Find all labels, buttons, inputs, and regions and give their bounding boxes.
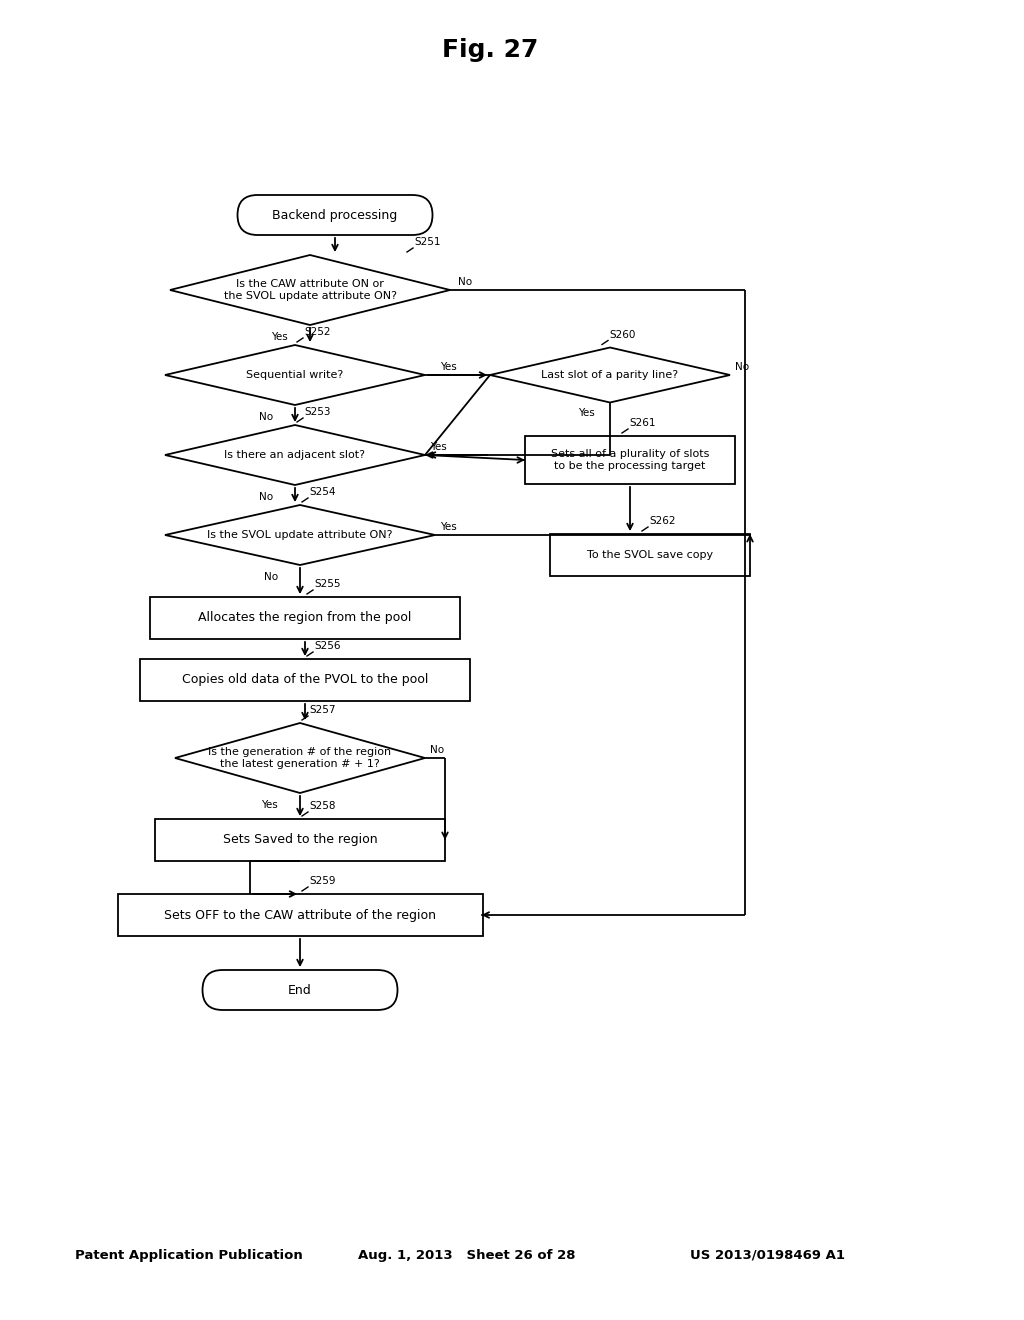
Text: No: No (259, 492, 273, 502)
Text: Last slot of a parity line?: Last slot of a parity line? (542, 370, 679, 380)
Text: Patent Application Publication: Patent Application Publication (75, 1249, 303, 1262)
Text: S256: S256 (314, 642, 341, 651)
Text: Is the SVOL update attribute ON?: Is the SVOL update attribute ON? (207, 531, 393, 540)
Text: Is the generation # of the region
the latest generation # + 1?: Is the generation # of the region the la… (209, 747, 391, 770)
Text: Is there an adjacent slot?: Is there an adjacent slot? (224, 450, 366, 459)
Text: To the SVOL save copy: To the SVOL save copy (587, 550, 713, 560)
Text: Copies old data of the PVOL to the pool: Copies old data of the PVOL to the pool (182, 673, 428, 686)
Text: Aug. 1, 2013   Sheet 26 of 28: Aug. 1, 2013 Sheet 26 of 28 (358, 1249, 575, 1262)
Text: Fig. 27: Fig. 27 (441, 38, 539, 62)
Text: Allocates the region from the pool: Allocates the region from the pool (199, 611, 412, 624)
Text: Yes: Yes (579, 408, 595, 417)
Text: Is the CAW attribute ON or
the SVOL update attribute ON?: Is the CAW attribute ON or the SVOL upda… (223, 279, 396, 301)
Polygon shape (165, 506, 435, 565)
Text: S254: S254 (309, 487, 336, 498)
Polygon shape (175, 723, 425, 793)
Text: S257: S257 (309, 705, 336, 715)
Bar (140, 659, 470, 701)
Text: S258: S258 (309, 801, 336, 810)
Text: S262: S262 (649, 516, 676, 525)
Text: S260: S260 (609, 330, 635, 339)
Bar (118, 894, 482, 936)
Text: Sets OFF to the CAW attribute of the region: Sets OFF to the CAW attribute of the reg… (164, 908, 436, 921)
Text: Yes: Yes (430, 442, 446, 451)
Text: Sequential write?: Sequential write? (247, 370, 344, 380)
Text: S255: S255 (314, 579, 341, 589)
Text: No: No (264, 572, 278, 582)
Text: S259: S259 (309, 876, 336, 886)
Text: No: No (735, 362, 750, 372)
Text: Sets Saved to the region: Sets Saved to the region (222, 833, 377, 846)
Text: Yes: Yes (261, 800, 278, 810)
Text: S251: S251 (414, 238, 440, 247)
Text: Backend processing: Backend processing (272, 209, 397, 222)
Bar (550, 535, 750, 576)
Text: No: No (259, 412, 273, 422)
Text: Sets all of a plurality of slots
to be the processing target: Sets all of a plurality of slots to be t… (551, 449, 710, 471)
Text: S253: S253 (304, 407, 331, 417)
Polygon shape (165, 425, 425, 484)
Text: End: End (288, 983, 312, 997)
Text: Yes: Yes (440, 362, 457, 372)
Text: S261: S261 (629, 418, 655, 428)
Text: US 2013/0198469 A1: US 2013/0198469 A1 (690, 1249, 845, 1262)
FancyBboxPatch shape (203, 970, 397, 1010)
Text: No: No (430, 744, 444, 755)
Polygon shape (165, 345, 425, 405)
Polygon shape (490, 347, 730, 403)
Bar (150, 597, 460, 639)
Bar (525, 436, 735, 484)
FancyBboxPatch shape (238, 195, 432, 235)
Text: No: No (458, 277, 472, 286)
Text: Yes: Yes (440, 521, 457, 532)
Bar (155, 818, 445, 861)
Polygon shape (170, 255, 450, 325)
Text: Yes: Yes (271, 333, 288, 342)
Text: S252: S252 (304, 327, 331, 337)
